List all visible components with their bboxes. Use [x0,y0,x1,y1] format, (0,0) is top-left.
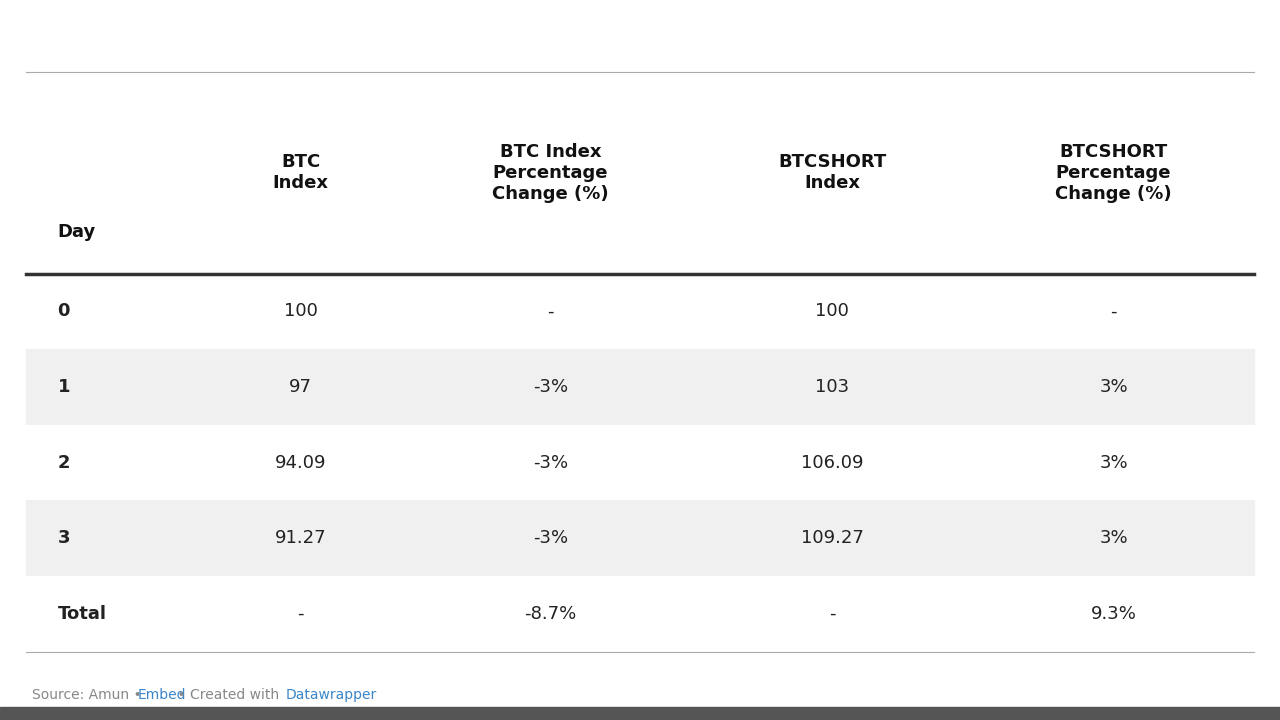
Text: Embed: Embed [137,688,186,702]
Text: -: - [1110,302,1117,320]
Text: -: - [547,302,554,320]
Bar [0,707,1280,720]
Text: BTC Index
Percentage
Change (%): BTC Index Percentage Change (%) [492,143,609,202]
Text: 3%: 3% [1100,378,1128,396]
Text: -: - [297,605,305,623]
Text: BTCSHORT
Index: BTCSHORT Index [778,153,886,192]
Bar [26,349,1254,425]
Text: -: - [828,605,836,623]
Text: 103: 103 [815,378,849,396]
Bar [26,425,1254,500]
Text: Day: Day [58,223,96,241]
Bar [26,576,1254,652]
Text: Total: Total [58,605,106,623]
Text: 0: 0 [58,302,70,320]
Text: 100: 100 [815,302,849,320]
Text: 3%: 3% [1100,454,1128,472]
Text: -3%: -3% [532,378,568,396]
Text: 109.27: 109.27 [800,529,864,547]
Text: 3: 3 [58,529,70,547]
Text: 3%: 3% [1100,529,1128,547]
Bar [26,500,1254,576]
Bar [26,274,1254,349]
Text: 2: 2 [58,454,70,472]
Text: 97: 97 [289,378,312,396]
Text: 106.09: 106.09 [801,454,863,472]
Text: 94.09: 94.09 [275,454,326,472]
Text: Source: Amun •: Source: Amun • [32,688,146,702]
Text: -8.7%: -8.7% [525,605,576,623]
Text: BTC
Index: BTC Index [273,153,329,192]
Text: 1: 1 [58,378,70,396]
Text: Datawrapper: Datawrapper [285,688,376,702]
Text: 100: 100 [284,302,317,320]
Text: • Created with: • Created with [173,688,283,702]
Text: -3%: -3% [532,454,568,472]
Text: 91.27: 91.27 [275,529,326,547]
Text: -3%: -3% [532,529,568,547]
Text: 9.3%: 9.3% [1091,605,1137,623]
Text: BTCSHORT
Percentage
Change (%): BTCSHORT Percentage Change (%) [1055,143,1172,202]
